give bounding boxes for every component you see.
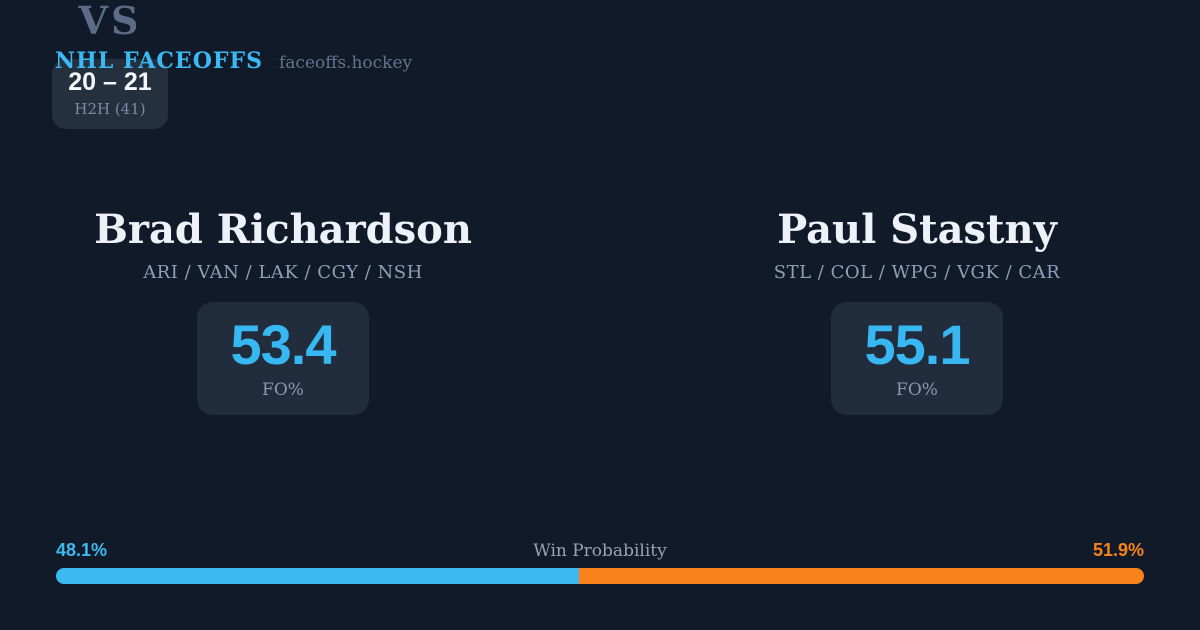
player-left-name: Brad Richardson: [94, 206, 472, 253]
win-bar-right-segment: [579, 568, 1144, 584]
versus-column: VS 20 – 21 H2H (41): [0, 0, 220, 129]
vs-label: VS: [78, 0, 142, 43]
win-probability-right-pct: 51.9%: [1092, 540, 1144, 560]
win-probability-labels: 48.1% Win Probability 51.9%: [56, 540, 1144, 562]
h2h-card: 20 – 21 H2H (41): [52, 58, 168, 129]
site-domain: faceoffs.hockey: [279, 53, 413, 73]
player-left-teams: ARI / VAN / LAK / CGY / NSH: [143, 262, 423, 283]
player-left-stat-label: FO%: [262, 380, 304, 400]
win-probability-bar: [56, 568, 1144, 584]
h2h-score: 20 – 21: [68, 67, 152, 96]
player-left-column: Brad Richardson ARI / VAN / LAK / CGY / …: [63, 207, 503, 415]
player-right-fo-pct: 55.1: [864, 313, 971, 376]
header: NHL FACEOFFS faceoffs.hockey: [55, 48, 412, 74]
brand-logo: NHL FACEOFFS: [55, 48, 263, 74]
win-bar-left-segment: [56, 568, 580, 584]
player-right-teams: STL / COL / WPG / VGK / CAR: [773, 262, 1061, 283]
win-probability-left-pct: 48.1%: [56, 540, 108, 560]
player-right-stat-card: 55.1 FO%: [831, 302, 1003, 415]
win-probability-title: Win Probability: [533, 541, 667, 561]
player-left-fo-pct: 53.4: [230, 313, 337, 376]
player-right-stat-label: FO%: [896, 380, 938, 400]
player-left-stat-card: 53.4 FO%: [197, 302, 369, 415]
player-right-column: Paul Stastny STL / COL / WPG / VGK / CAR…: [697, 207, 1137, 415]
player-right-name: Paul Stastny: [777, 206, 1057, 253]
h2h-sample-label: H2H (41): [74, 99, 146, 118]
